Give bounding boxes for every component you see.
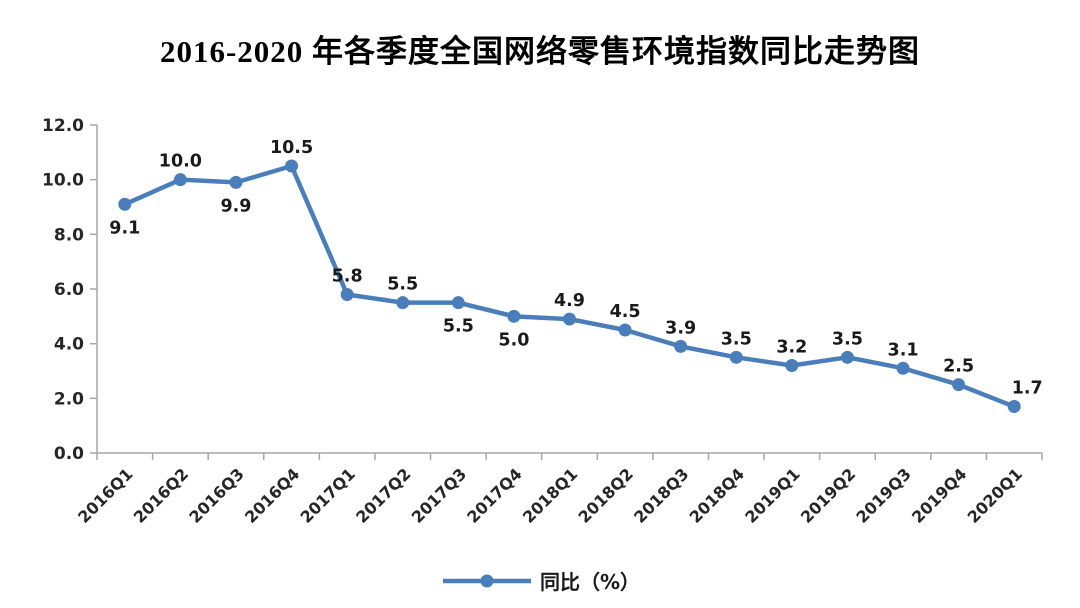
data-point-marker (507, 309, 521, 323)
y-tick-label: 2.0 (54, 389, 84, 409)
data-point-label: 10.0 (159, 152, 202, 172)
x-tick-label: 2017Q1 (297, 464, 359, 526)
data-point-label: 9.1 (109, 218, 140, 238)
chart-title: 2016-2020 年各季度全国网络零售环境指数同比走势图 (159, 34, 921, 69)
data-point-marker (563, 312, 576, 326)
data-point-label: 5.8 (332, 266, 363, 286)
x-tick-label: 2019Q4 (908, 464, 970, 526)
x-tick-label: 2018Q1 (519, 464, 581, 526)
x-tick-label: 2020Q1 (964, 464, 1026, 526)
legend-label: 同比（%） (539, 570, 641, 594)
data-point-marker (118, 197, 132, 211)
x-tick-label: 2019Q2 (797, 464, 859, 526)
data-point-marker (1007, 400, 1021, 414)
data-point-marker (618, 323, 632, 337)
data-point-label: 4.9 (554, 291, 585, 311)
data-point-marker (952, 378, 966, 392)
data-point-marker (451, 296, 465, 310)
legend-line-marker-icon (442, 574, 531, 587)
data-point-label: 9.9 (220, 196, 251, 216)
series-line (122, 163, 1017, 409)
x-tick-label: 2016Q4 (241, 464, 303, 526)
data-point-marker (729, 350, 743, 364)
data-point-marker (396, 296, 410, 310)
data-point-label: 1.7 (1012, 379, 1043, 399)
x-tick-label: 2018Q4 (686, 464, 748, 526)
data-point-label: 2.5 (943, 357, 974, 377)
x-tick-label: 2018Q2 (575, 464, 637, 526)
x-tick-label: 2016Q1 (74, 464, 136, 526)
x-tick-label: 2019Q3 (852, 464, 914, 526)
data-point-marker (896, 361, 910, 375)
x-tick-label: 2017Q3 (408, 464, 470, 526)
data-point-marker (173, 173, 187, 187)
x-tick-label: 2017Q2 (352, 464, 414, 526)
data-point-label: 3.5 (721, 329, 752, 349)
y-tick-label: 0.0 (54, 444, 84, 464)
data-point-label: 3.2 (776, 338, 807, 358)
y-tick-label: 4.0 (54, 335, 84, 355)
data-point-marker (674, 339, 688, 353)
y-tick-label: 12.0 (42, 116, 84, 136)
data-point-marker (229, 175, 243, 189)
legend: 同比（%） (0, 566, 1080, 595)
data-point-label: 3.1 (888, 340, 919, 360)
x-tick-label: 2016Q3 (185, 464, 247, 526)
x-tick-label: 2018Q3 (630, 464, 692, 526)
y-tick-label: 6.0 (54, 280, 84, 300)
data-point-marker (840, 350, 854, 364)
x-tick-label: 2016Q2 (130, 464, 192, 526)
y-tick-label: 8.0 (54, 225, 84, 245)
x-tick-label: 2019Q1 (741, 464, 803, 526)
data-point-label: 3.5 (832, 329, 863, 349)
data-point-label: 10.5 (270, 138, 313, 158)
data-point-marker (785, 359, 799, 373)
data-point-label: 4.5 (610, 302, 641, 322)
data-point-label: 5.5 (387, 275, 418, 295)
data-point-marker (285, 159, 299, 173)
y-tick-label: 10.0 (42, 171, 84, 191)
data-point-label: 3.9 (665, 318, 696, 338)
data-point-marker (340, 287, 354, 301)
data-point-label: 5.5 (443, 317, 474, 337)
x-tick-label: 2017Q4 (463, 464, 525, 526)
data-point-label: 5.0 (498, 330, 529, 350)
